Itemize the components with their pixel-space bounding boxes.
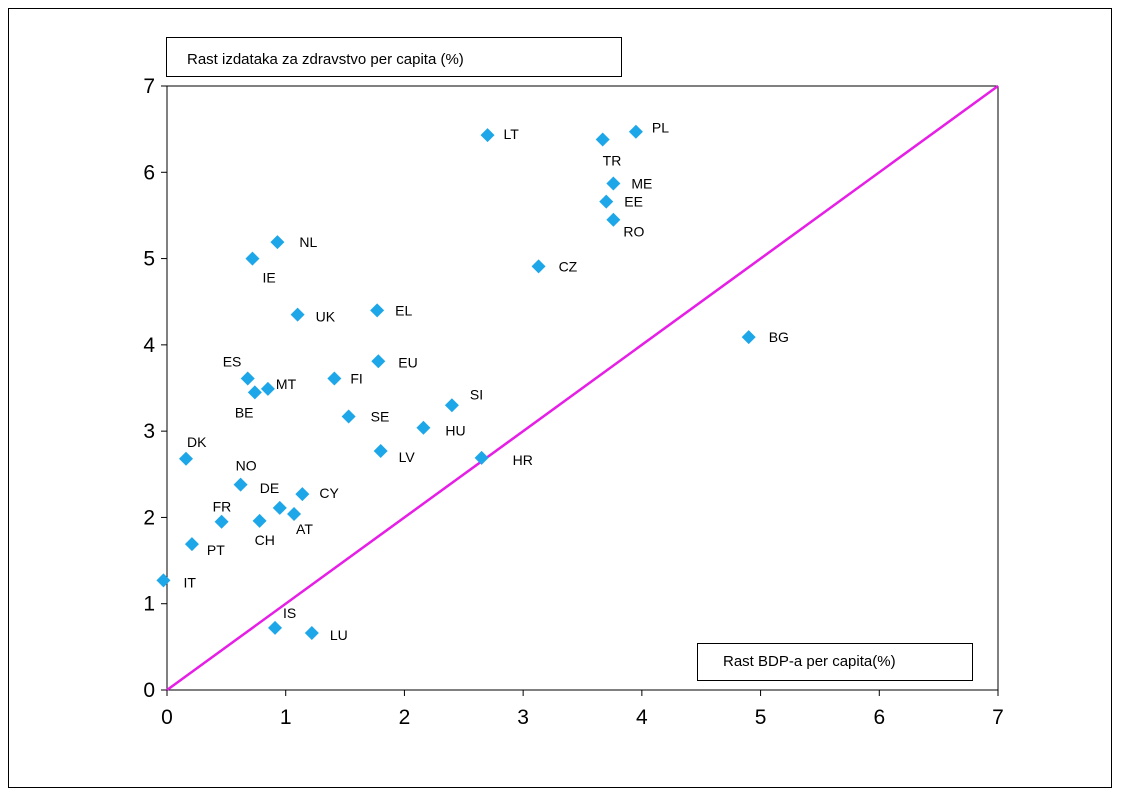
x-axis-label: Rast BDP-a per capita(%)	[697, 643, 973, 681]
y-tick-label: 3	[143, 420, 155, 443]
point-label-lu: LU	[330, 627, 348, 643]
point-label-is: IS	[283, 605, 296, 621]
scatter-chart: 0 1 2 3 4 5 6 7 0 1 2 3 4 5 6 7 LT PL TR ME EE RO CZ NL IE UK EL BG…	[143, 75, 1004, 729]
point-label-fi: FI	[350, 371, 362, 387]
data-point-ie	[245, 251, 260, 266]
point-label-pl: PL	[652, 120, 669, 136]
data-point-eu	[371, 354, 386, 369]
reference-line-45deg	[166, 84, 999, 692]
point-label-lv: LV	[399, 449, 416, 465]
data-point-lu	[304, 626, 319, 641]
data-point-uk	[290, 307, 305, 322]
x-tick-label: 7	[992, 706, 1004, 729]
data-point-si	[444, 398, 459, 413]
point-label-tr: TR	[603, 152, 622, 168]
point-label-si: SI	[470, 386, 483, 402]
data-point-de	[272, 500, 287, 515]
data-point-at	[287, 506, 302, 521]
data-point-is	[268, 620, 283, 635]
point-label-hu: HU	[445, 423, 465, 439]
point-label-el: EL	[395, 302, 412, 318]
data-point-nl	[270, 235, 285, 250]
y-tick-label: 7	[143, 75, 155, 98]
point-label-cz: CZ	[559, 258, 578, 274]
point-label-bg: BG	[769, 329, 789, 345]
x-tick-label: 4	[636, 706, 648, 729]
point-label-es: ES	[223, 354, 242, 370]
y-tick-label: 2	[143, 506, 155, 529]
y-tick-label: 1	[143, 593, 155, 616]
point-label-pt: PT	[207, 542, 225, 558]
point-label-se: SE	[371, 408, 390, 424]
data-point-cy	[295, 487, 310, 502]
data-point-hu	[416, 420, 431, 435]
data-point-ro	[606, 212, 621, 227]
point-label-lt: LT	[504, 126, 520, 142]
point-label-ro: RO	[623, 224, 644, 240]
y-tick-label: 5	[143, 248, 155, 271]
point-label-nl: NL	[299, 234, 317, 250]
x-tick-label: 5	[755, 706, 767, 729]
data-point-se	[341, 409, 356, 424]
data-point-lv	[373, 443, 388, 458]
data-point-fi	[327, 371, 342, 386]
point-label-hr: HR	[513, 452, 533, 468]
data-point-cz	[531, 259, 546, 274]
point-label-eu: EU	[398, 354, 417, 370]
y-axis-label: Rast izdataka za zdravstvo per capita (%…	[166, 37, 622, 77]
data-point-ch	[252, 513, 267, 528]
x-tick-label: 6	[873, 706, 885, 729]
point-label-be: BE	[235, 404, 254, 420]
point-label-uk: UK	[316, 309, 336, 325]
point-label-at: AT	[296, 521, 313, 537]
data-point-be	[247, 385, 262, 400]
y-tick-label: 0	[143, 679, 155, 702]
point-label-no: NO	[236, 458, 257, 474]
point-label-ee: EE	[624, 194, 643, 210]
data-point-lt	[480, 128, 495, 143]
x-tick-label: 1	[280, 706, 292, 729]
point-label-de: DE	[260, 480, 279, 496]
data-point-me	[606, 176, 621, 191]
data-point-mt	[260, 381, 275, 396]
point-label-me: ME	[631, 176, 652, 192]
data-point-pt	[184, 537, 199, 552]
x-tick-label: 0	[161, 706, 173, 729]
data-point-pl	[628, 124, 643, 139]
data-point-es	[240, 371, 255, 386]
x-tick-label: 2	[399, 706, 411, 729]
data-point-hr	[474, 450, 489, 465]
point-label-dk: DK	[187, 434, 207, 450]
data-point-dk	[178, 451, 193, 466]
point-label-cy: CY	[319, 485, 339, 501]
point-label-mt: MT	[276, 376, 297, 392]
y-tick-label: 6	[143, 161, 155, 184]
data-point-ee	[599, 194, 614, 209]
point-label-fr: FR	[213, 499, 232, 515]
point-label-ch: CH	[255, 532, 275, 548]
data-point-el	[370, 303, 385, 318]
point-label-it: IT	[183, 574, 196, 590]
data-point-it	[156, 573, 171, 588]
data-point-tr	[595, 132, 610, 147]
point-label-ie: IE	[262, 270, 275, 286]
x-tick-label: 3	[517, 706, 529, 729]
y-tick-label: 4	[143, 334, 155, 357]
data-point-fr	[214, 514, 229, 529]
data-point-no	[233, 477, 248, 492]
data-point-bg	[741, 330, 756, 345]
